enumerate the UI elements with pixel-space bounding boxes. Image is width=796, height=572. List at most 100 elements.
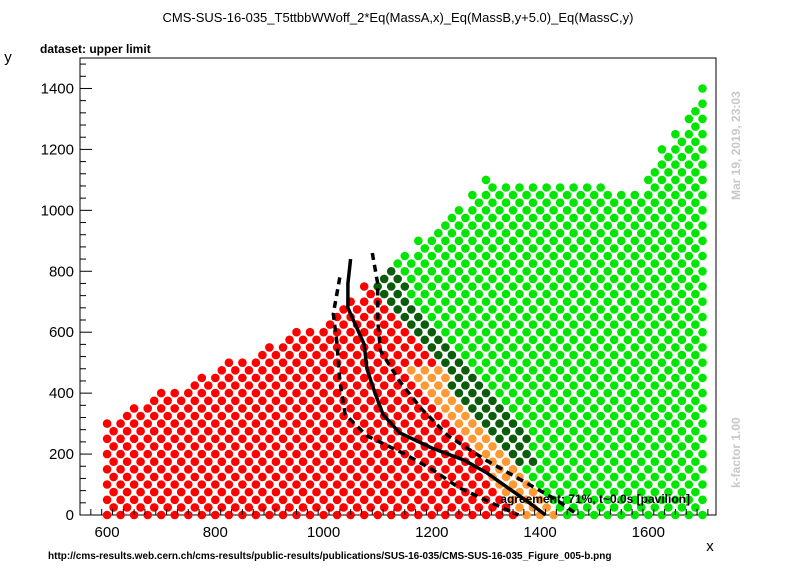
scatter-point-red xyxy=(184,388,193,398)
scatter-point-green xyxy=(562,434,572,444)
scatter-point-red xyxy=(386,312,396,322)
scatter-point-green xyxy=(582,213,592,223)
scatter-point-red xyxy=(258,426,267,436)
scatter-point-green xyxy=(644,358,653,368)
scatter-point-red xyxy=(339,472,348,482)
scatter-point-green xyxy=(677,183,687,192)
scatter-point-red xyxy=(204,472,213,482)
scatter-point-green xyxy=(555,442,565,451)
scatter-point-green xyxy=(698,221,707,230)
scatter-point-darkgreen xyxy=(420,320,430,329)
scatter-point-green xyxy=(644,327,653,337)
scatter-point-green xyxy=(576,388,585,398)
scatter-point-green xyxy=(589,373,599,383)
y-tick-label: 0 xyxy=(66,507,74,524)
scatter-point-darkgreen xyxy=(393,305,403,314)
scatter-point-green xyxy=(596,411,605,421)
x-tick-label: 1200 xyxy=(415,524,448,541)
scatter-point-red xyxy=(204,457,213,467)
scatter-point-red xyxy=(163,503,172,512)
scatter-point-green xyxy=(549,236,558,246)
scatter-point-green xyxy=(488,305,497,314)
scatter-point-green xyxy=(657,419,667,428)
scatter-point-red xyxy=(359,465,369,474)
scatter-point-green xyxy=(582,350,592,360)
scatter-point-darkgreen xyxy=(407,320,416,329)
scatter-point-red xyxy=(319,343,328,352)
scatter-point-red xyxy=(441,480,450,489)
scatter-point-red xyxy=(339,487,348,497)
scatter-point-green xyxy=(650,168,660,177)
scatter-point-green xyxy=(481,343,491,352)
scatter-point-green xyxy=(617,251,626,261)
scatter-point-red xyxy=(258,487,267,497)
scatter-point-red xyxy=(217,366,227,375)
x-axis-label: x xyxy=(706,538,714,555)
scatter-point-red xyxy=(217,396,227,406)
scatter-point-green xyxy=(684,206,694,215)
scatter-point-red xyxy=(447,503,457,512)
scatter-point-red xyxy=(271,396,281,406)
scatter-point-green xyxy=(542,259,551,268)
scatter-point-red xyxy=(217,472,227,482)
scatter-point-green xyxy=(488,198,497,207)
scatter-point-green xyxy=(657,327,667,337)
scatter-point-red xyxy=(170,465,179,474)
scatter-point-green xyxy=(474,198,484,207)
scatter-point-red xyxy=(122,426,132,436)
scatter-point-green xyxy=(522,373,531,383)
scatter-point-green xyxy=(677,259,687,268)
scatter-point-green xyxy=(603,251,612,261)
scatter-point-red xyxy=(129,495,139,505)
scatter-point-green xyxy=(441,327,450,337)
scatter-point-green xyxy=(468,206,477,215)
scatter-point-orange xyxy=(481,434,491,444)
scatter-point-green xyxy=(609,335,619,345)
scatter-point-green xyxy=(447,289,457,299)
scatter-point-green xyxy=(441,236,450,246)
scatter-point-red xyxy=(265,510,274,520)
scatter-point-darkgreen xyxy=(522,434,531,444)
scatter-point-red xyxy=(156,495,166,505)
scatter-point-green xyxy=(589,267,599,276)
scatter-point-green xyxy=(609,381,619,390)
scatter-point-red xyxy=(238,434,247,444)
scatter-point-red xyxy=(454,480,464,489)
scatter-point-green xyxy=(468,221,477,230)
scatter-point-red xyxy=(116,495,125,505)
scatter-point-green xyxy=(589,343,599,352)
scatter-point-red xyxy=(420,503,430,512)
scatter-point-darkgreen xyxy=(474,411,484,421)
scatter-point-green xyxy=(617,297,626,307)
scatter-point-darkgreen xyxy=(441,358,450,368)
scatter-point-red xyxy=(190,411,200,421)
scatter-point-darkgreen xyxy=(461,381,470,390)
scatter-point-green xyxy=(603,297,612,307)
scatter-point-green xyxy=(664,350,673,360)
scatter-point-green xyxy=(596,350,605,360)
scatter-point-green xyxy=(596,274,605,284)
scatter-point-green xyxy=(414,267,423,276)
scatter-point-green xyxy=(528,442,538,451)
scatter-point-red xyxy=(407,426,416,436)
scatter-point-green xyxy=(569,289,578,299)
scatter-point-red xyxy=(238,419,247,428)
limit-curve-dashed xyxy=(331,277,520,517)
scatter-point-red xyxy=(224,465,234,474)
scatter-point-red xyxy=(298,472,308,482)
scatter-point-red xyxy=(346,449,355,459)
scatter-point-red xyxy=(305,510,315,520)
scatter-point-orange xyxy=(515,503,524,512)
scatter-point-darkgreen xyxy=(379,274,389,284)
scatter-point-red xyxy=(231,472,240,482)
scatter-point-green xyxy=(549,419,558,428)
scatter-point-green xyxy=(691,168,700,177)
scatter-point-red xyxy=(386,465,396,474)
scatter-point-orange xyxy=(434,381,443,390)
scatter-point-green xyxy=(393,259,403,268)
scatter-point-green xyxy=(637,289,646,299)
scatter-point-green xyxy=(515,305,524,314)
scatter-point-green xyxy=(589,297,599,307)
scatter-point-green xyxy=(596,305,605,314)
scatter-point-green xyxy=(677,305,687,314)
